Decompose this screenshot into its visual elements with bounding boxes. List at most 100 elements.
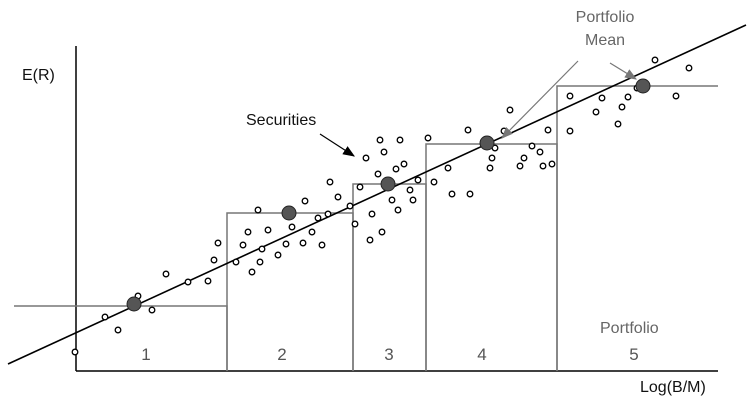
security-point — [248, 268, 256, 276]
securities-label: Securities — [246, 112, 316, 129]
security-point — [400, 160, 408, 168]
security-point — [334, 193, 342, 201]
security-point — [378, 228, 386, 236]
security-point — [598, 94, 606, 102]
portfolio-mean-arrow-2 — [609, 62, 638, 80]
security-point — [314, 214, 322, 222]
security-point — [244, 228, 252, 236]
security-point — [368, 210, 376, 218]
security-point — [326, 178, 334, 186]
security-point — [544, 126, 552, 134]
portfolio-box-5 — [556, 85, 718, 371]
security-point — [444, 164, 452, 172]
security-point — [254, 206, 262, 214]
security-point — [374, 170, 382, 178]
security-point — [258, 245, 266, 253]
security-point — [148, 306, 156, 314]
security-point — [414, 176, 422, 184]
portfolio-number-1: 1 — [141, 345, 150, 364]
security-point — [162, 270, 170, 278]
security-point — [614, 120, 622, 128]
security-point — [71, 348, 79, 356]
portfolio-box-3 — [352, 183, 427, 371]
security-point — [184, 278, 192, 286]
security-point — [388, 196, 396, 204]
portfolio-mean-2 — [281, 205, 297, 221]
security-point — [264, 226, 272, 234]
portfolio-box-4 — [425, 143, 558, 371]
security-point — [424, 134, 432, 142]
security-point — [308, 228, 316, 236]
security-point — [380, 148, 388, 156]
security-point — [672, 92, 680, 100]
security-point — [624, 93, 632, 101]
security-point — [396, 136, 404, 144]
x-axis-label: Log(B/M) — [640, 379, 706, 396]
portfolio-number-2: 2 — [277, 345, 286, 364]
portfolio-box-2 — [226, 212, 354, 371]
security-point — [592, 108, 600, 116]
securities-scatter — [71, 56, 693, 356]
security-point — [362, 154, 370, 162]
security-point — [282, 240, 290, 248]
security-point — [486, 164, 494, 172]
portfolio-mean-1 — [126, 296, 142, 312]
security-point — [214, 239, 222, 247]
security-point — [566, 127, 574, 135]
portfolio-means — [126, 78, 651, 312]
portfolio-mean-arrow-1 — [501, 60, 579, 139]
portfolio-mean-label-line2: Mean — [585, 32, 625, 49]
portfolio-mean-5 — [635, 78, 651, 94]
security-point — [539, 162, 547, 170]
security-point — [114, 326, 122, 334]
security-point — [101, 313, 109, 321]
security-point — [351, 220, 359, 228]
security-point — [516, 162, 524, 170]
security-point — [488, 154, 496, 162]
security-point — [346, 202, 354, 210]
security-point — [376, 136, 384, 144]
security-point — [256, 258, 264, 266]
portfolio-mean-label-line1: Portfolio — [576, 9, 635, 26]
portfolio-number-3: 3 — [384, 345, 393, 364]
portfolio-number-5: 5 — [629, 345, 638, 364]
security-point — [324, 210, 332, 218]
security-point — [299, 239, 307, 247]
security-point — [500, 127, 508, 135]
security-point — [618, 103, 626, 111]
security-point — [506, 106, 514, 114]
security-point — [536, 148, 544, 156]
security-point — [548, 160, 556, 168]
securities-arrow — [319, 133, 356, 157]
security-point — [239, 241, 247, 249]
security-point — [448, 190, 456, 198]
security-point — [356, 183, 364, 191]
portfolio-mean-4 — [479, 135, 495, 151]
portfolio-number-4: 4 — [477, 345, 486, 364]
security-point — [651, 56, 659, 64]
security-point — [210, 256, 218, 264]
security-point — [685, 64, 693, 72]
portfolio-box-1 — [14, 305, 228, 371]
security-point — [318, 241, 326, 249]
portfolio-mean-3 — [380, 176, 396, 192]
security-point — [232, 258, 240, 266]
security-point — [566, 92, 574, 100]
security-point — [464, 126, 472, 134]
security-point — [301, 197, 309, 205]
regression-line — [7, 24, 747, 365]
security-point — [409, 196, 417, 204]
security-point — [466, 190, 474, 198]
security-point — [204, 277, 212, 285]
security-point — [366, 236, 374, 244]
security-point — [394, 206, 402, 214]
security-point — [528, 142, 536, 150]
security-point — [406, 186, 414, 194]
security-point — [274, 251, 282, 259]
portfolio-label: Portfolio — [600, 320, 659, 337]
security-point — [392, 165, 400, 173]
security-point — [288, 223, 296, 231]
security-point — [520, 154, 528, 162]
security-point — [430, 178, 438, 186]
